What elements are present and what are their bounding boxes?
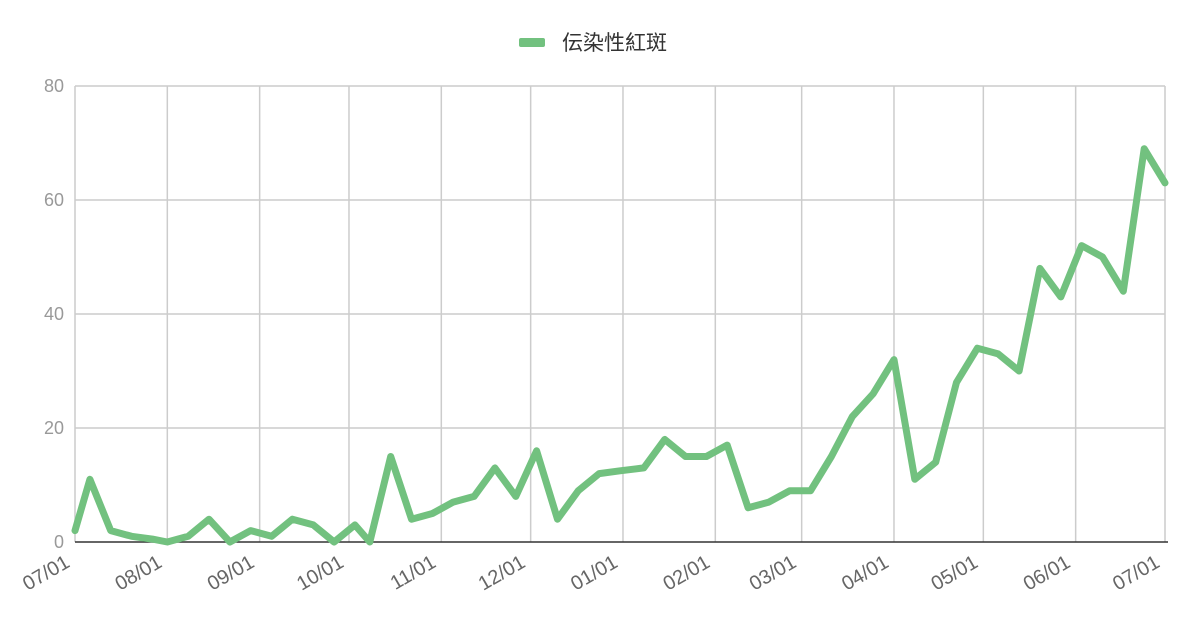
y-axis-ticks: 0 20 40 60 80 — [44, 76, 64, 552]
x-tick-label: 07/01 — [1109, 551, 1163, 595]
x-tick-label: 06/01 — [1020, 551, 1074, 595]
x-tick-label: 02/01 — [659, 551, 713, 595]
y-tick-label: 20 — [44, 418, 64, 438]
gridlines — [74, 85, 1168, 543]
x-tick-label: 07/01 — [19, 551, 73, 595]
x-tick-label: 10/01 — [293, 551, 347, 595]
legend-swatch — [519, 38, 545, 47]
series-layer — [71, 145, 1169, 546]
x-tick-label: 04/01 — [838, 551, 892, 595]
legend-label: 伝染性紅斑 — [562, 31, 667, 55]
y-tick-label: 60 — [44, 190, 64, 210]
series-line — [71, 145, 1169, 546]
x-tick-label: 12/01 — [475, 551, 529, 595]
x-tick-label: 05/01 — [927, 551, 981, 595]
x-tick-label: 08/01 — [111, 551, 165, 595]
y-tick-label: 80 — [44, 76, 64, 96]
y-tick-label: 0 — [54, 532, 64, 552]
x-tick-label: 11/01 — [387, 551, 440, 594]
x-tick-label: 01/01 — [567, 551, 621, 595]
x-tick-label: 09/01 — [204, 551, 258, 595]
legend: 伝染性紅斑 — [519, 31, 667, 55]
x-tick-label: 03/01 — [746, 551, 800, 595]
y-tick-label: 40 — [44, 304, 64, 324]
x-axis-ticks: 07/01 08/01 09/01 10/01 11/01 12/01 01/01 02/01… — [19, 551, 1163, 595]
